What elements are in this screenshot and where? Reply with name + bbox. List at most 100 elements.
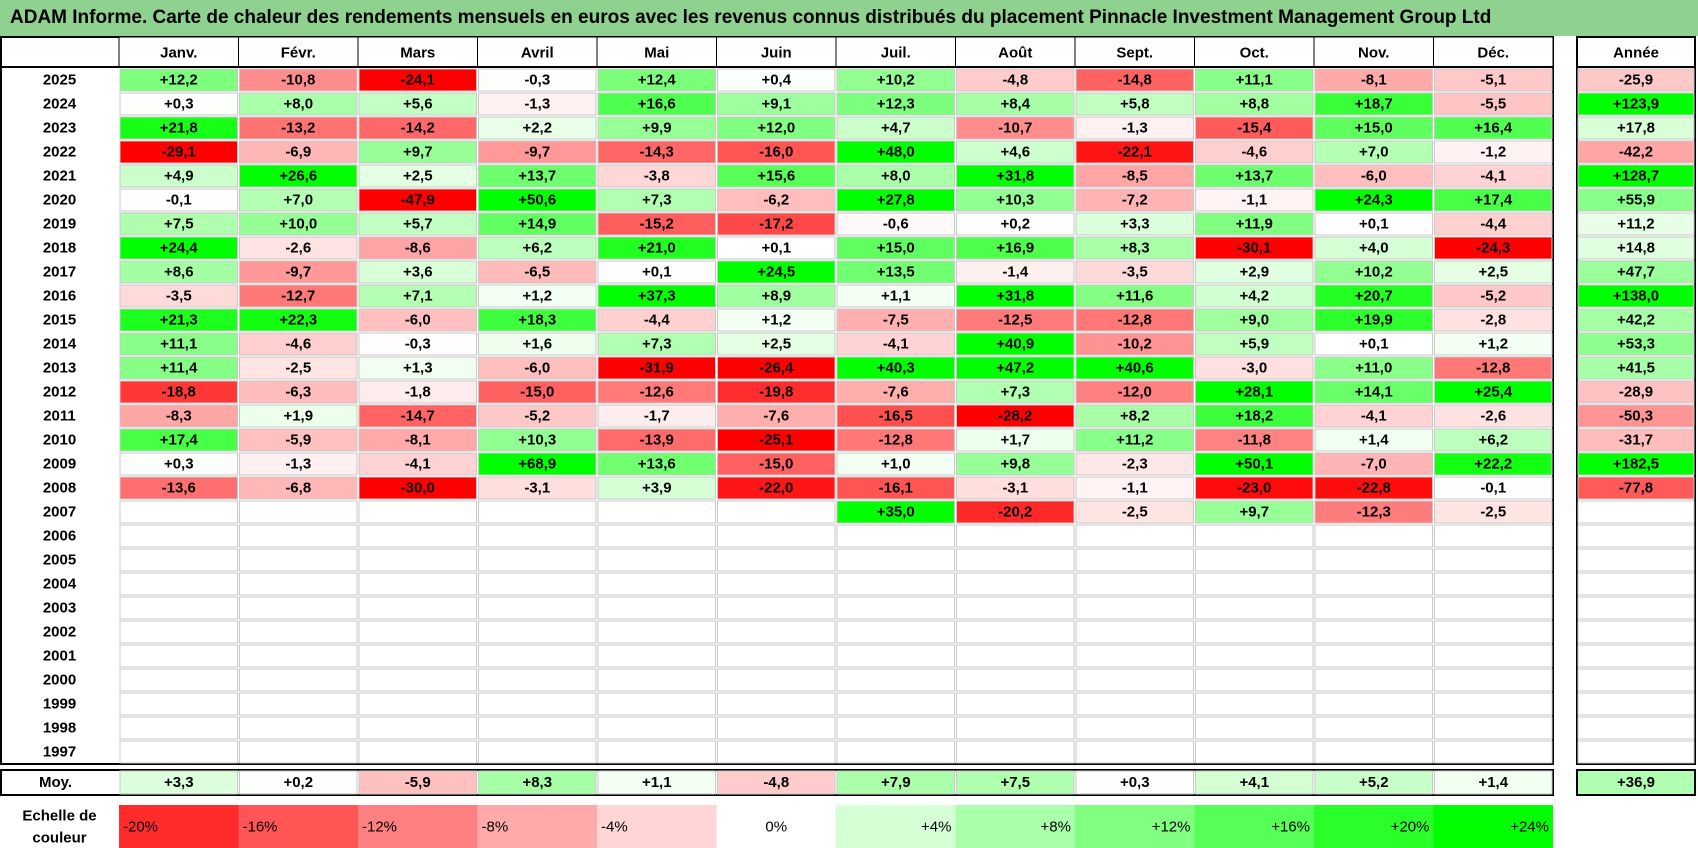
cell-value: -4,1 [405, 456, 431, 473]
cell-value: -1,7 [644, 408, 670, 425]
cell-value: -7,0 [1361, 456, 1387, 473]
heatmap-cell [119, 428, 238, 452]
cell-value: +9,9 [642, 120, 672, 137]
cell-value: +22,2 [1474, 456, 1512, 473]
cell-value: -28,2 [998, 408, 1032, 425]
month-header-cell [118, 36, 239, 68]
heatmap-cell [836, 332, 955, 356]
cell-value: +0,3 [164, 96, 194, 113]
heatmap-cell [1434, 620, 1553, 644]
heatmap-cell [1434, 524, 1553, 548]
annual-frame [1576, 36, 1696, 765]
cell-value: +21,8 [160, 120, 198, 137]
cell-value: +14,9 [518, 216, 556, 233]
scale-swatch [119, 805, 239, 848]
heatmap-cell [478, 476, 597, 500]
heatmap-cell [597, 548, 716, 572]
heatmap-cell [1314, 116, 1433, 140]
cell-value: +16,6 [638, 96, 676, 113]
heatmap-cell [956, 524, 1075, 548]
heatmap-cell [1434, 332, 1553, 356]
heatmap-cell [478, 260, 597, 284]
heatmap-cell [717, 260, 836, 284]
cell-value: -2,6 [1480, 408, 1506, 425]
cell-value: +47,2 [996, 360, 1034, 377]
cell-value: +35,0 [877, 504, 915, 521]
month-header-cell [1074, 36, 1195, 68]
cell-value: +31,8 [996, 288, 1034, 305]
heatmap-cell [717, 692, 836, 716]
cell-value: +68,9 [518, 456, 556, 473]
cell-value: +18,2 [1235, 408, 1273, 425]
heatmap-cell [1434, 500, 1553, 524]
cell-value: -2,3 [1122, 456, 1148, 473]
cell-value: +37,3 [638, 288, 676, 305]
cell-value: +4,7 [881, 120, 911, 137]
heatmap-cell [836, 380, 955, 404]
average-value: +1,1 [642, 774, 672, 791]
scale-swatch [1433, 805, 1553, 848]
heatmap-cell [1314, 548, 1433, 572]
heatmap-cell [358, 68, 477, 92]
heatmap-cell [119, 716, 238, 740]
heatmap-cell [358, 500, 477, 524]
heatmap-cell [1075, 692, 1194, 716]
heatmap-cell [717, 92, 836, 116]
heatmap-cell [119, 260, 238, 284]
cell-value: +10,2 [1355, 264, 1393, 281]
heatmap-cell [1195, 428, 1314, 452]
cell-value: +17,4 [160, 432, 199, 449]
heatmap-cell [119, 668, 238, 692]
heatmap-cell [478, 572, 597, 596]
cell-value: -1,1 [1241, 192, 1267, 209]
annual-cell [1577, 380, 1695, 404]
average-value: +0,2 [283, 774, 313, 791]
cell-value: +1,4 [1359, 432, 1389, 449]
heatmap-cell [478, 692, 597, 716]
annual-value: +14,8 [1617, 240, 1655, 257]
heatmap-cell [119, 92, 238, 116]
heatmap-cell [478, 500, 597, 524]
heatmap-cell [956, 404, 1075, 428]
heatmap-cell [1195, 284, 1314, 308]
year-label: 2008 [43, 480, 76, 497]
heatmap-cell [1075, 284, 1194, 308]
heatmap-cell [358, 404, 477, 428]
heatmap-cell [239, 740, 358, 764]
heatmap-cell [478, 188, 597, 212]
heatmap-cell [1075, 404, 1194, 428]
cell-value: -25,1 [759, 432, 793, 449]
cell-value: -30,0 [401, 480, 435, 497]
cell-value: +1,2 [1478, 336, 1508, 353]
year-label: 2000 [43, 672, 76, 689]
scale-swatch [955, 805, 1075, 848]
heatmap-cell [478, 212, 597, 236]
cell-value: +14,1 [1355, 384, 1393, 401]
cell-value: -13,9 [640, 432, 674, 449]
heatmap-cell [1075, 620, 1194, 644]
cell-value: +10,0 [279, 216, 317, 233]
heatmap-cell [597, 500, 716, 524]
annual-cell [1577, 284, 1695, 308]
annual-cell [1577, 404, 1695, 428]
heatmap-cell [1195, 524, 1314, 548]
heatmap-cell [478, 116, 597, 140]
heatmap-cell [239, 188, 358, 212]
cell-value: -3,5 [166, 288, 192, 305]
cell-value: -9,7 [524, 144, 550, 161]
cell-value: +5,6 [403, 96, 433, 113]
heatmap-cell [597, 476, 716, 500]
cell-value: -16,0 [759, 144, 793, 161]
heatmap-cell [1434, 668, 1553, 692]
cell-value: -3,8 [644, 168, 670, 185]
heatmap-cell [836, 428, 955, 452]
heatmap-cell [717, 236, 836, 260]
heatmap-cell [597, 428, 716, 452]
heatmap-cell [597, 452, 716, 476]
heatmap-cell [1314, 212, 1433, 236]
year-label: 2016 [43, 288, 76, 305]
cell-value: -17,2 [759, 216, 793, 233]
annual-cell [1577, 68, 1695, 92]
annual-value: -77,8 [1619, 480, 1653, 497]
annual-cell [1577, 572, 1695, 596]
